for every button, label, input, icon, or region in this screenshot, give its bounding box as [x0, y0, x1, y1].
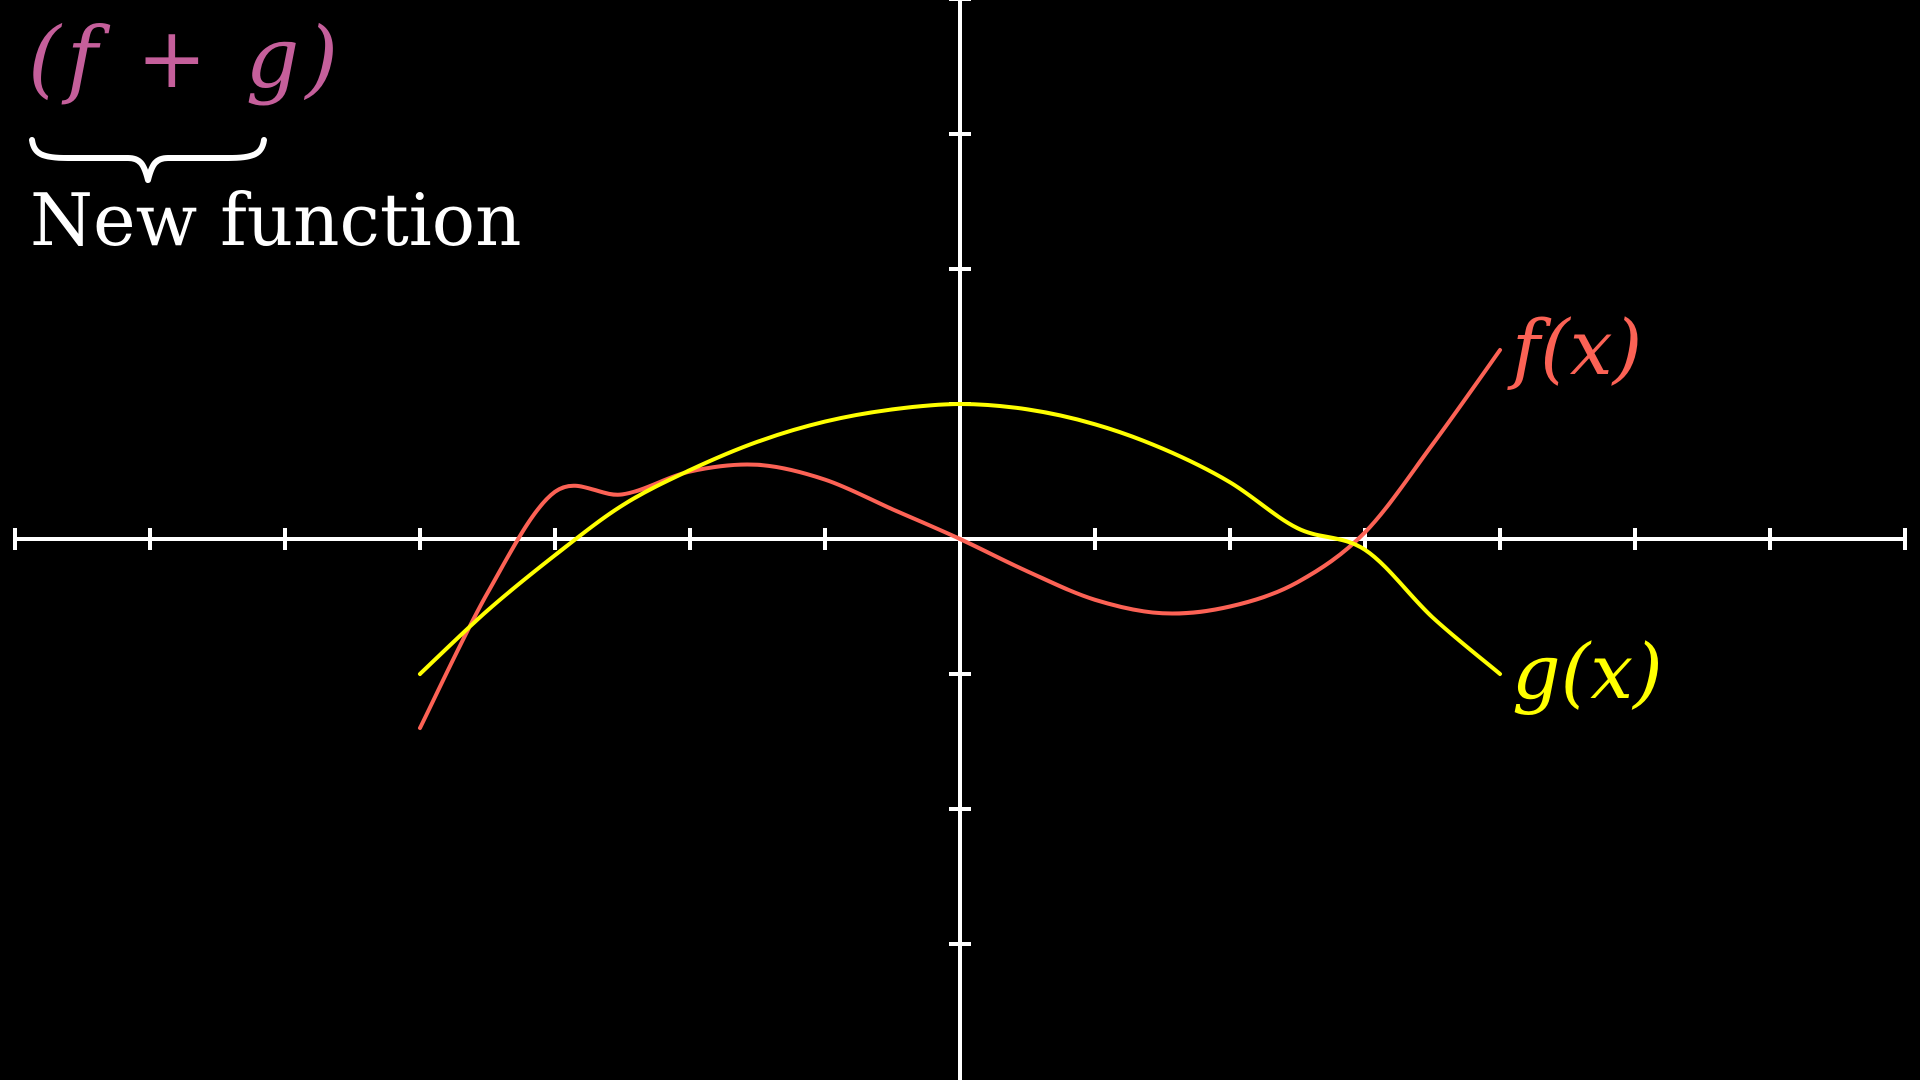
- g-of-x-label: g(x): [1512, 627, 1663, 716]
- sum-formula: (f + g): [28, 9, 345, 107]
- f-curve: [418, 348, 1502, 730]
- new-function-caption: New function: [30, 178, 522, 262]
- f-of-x-label: f(x): [1512, 303, 1643, 392]
- underbrace-icon: [29, 137, 267, 183]
- g-curve: [418, 402, 1502, 676]
